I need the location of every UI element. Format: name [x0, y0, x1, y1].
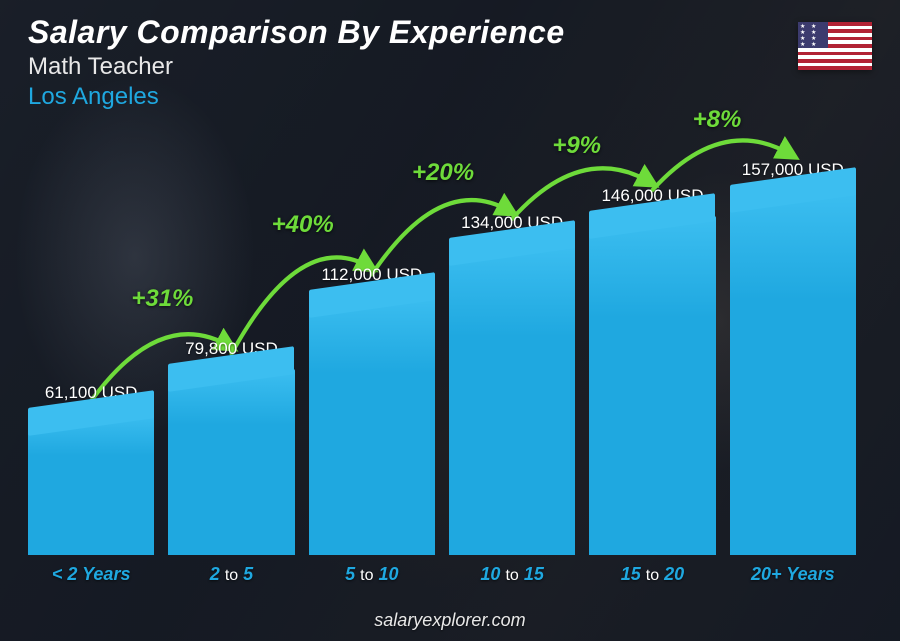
bar [730, 190, 856, 555]
growth-label: +31% [131, 285, 193, 313]
chart-area: 61,100 USD79,800 USD112,000 USD134,000 U… [28, 130, 856, 585]
growth-label: +20% [412, 159, 474, 187]
page-subtitle: Math Teacher [28, 53, 565, 81]
xaxis-label: 10 to 15 [449, 564, 575, 585]
flag-icon: ★ ★ ★ ★★ ★ ★ ★★ ★ ★ ★★ ★ ★ ★ [798, 22, 872, 70]
growth-label: +8% [693, 106, 742, 134]
xaxis-label: 5 to 10 [309, 564, 435, 585]
chart-container: Salary Comparison By Experience Math Tea… [0, 0, 900, 641]
growth-label: +9% [552, 132, 601, 160]
footer-credit: salaryexplorer.com [0, 610, 900, 631]
bar [168, 369, 294, 555]
bar [449, 243, 575, 555]
bar [589, 216, 715, 555]
page-title: Salary Comparison By Experience [28, 14, 565, 51]
bar-col: 134,000 USD [449, 130, 575, 555]
page-location: Los Angeles [28, 83, 565, 111]
bar [28, 413, 154, 555]
bar [309, 295, 435, 555]
bars-container: 61,100 USD79,800 USD112,000 USD134,000 U… [28, 130, 856, 555]
bar-col: 61,100 USD [28, 130, 154, 555]
bar-col: 112,000 USD [309, 130, 435, 555]
xaxis-label: 20+ Years [730, 564, 856, 585]
bar-col: 157,000 USD [730, 130, 856, 555]
xaxis-label: < 2 Years [28, 564, 154, 585]
bar-col: 79,800 USD [168, 130, 294, 555]
header: Salary Comparison By Experience Math Tea… [28, 14, 565, 111]
xaxis-label: 15 to 20 [589, 564, 715, 585]
xaxis-label: 2 to 5 [168, 564, 294, 585]
xaxis: < 2 Years 2 to 5 5 to 10 10 to 15 15 to 20 20… [28, 564, 856, 585]
bar-col: 146,000 USD [589, 130, 715, 555]
growth-label: +40% [272, 211, 334, 239]
